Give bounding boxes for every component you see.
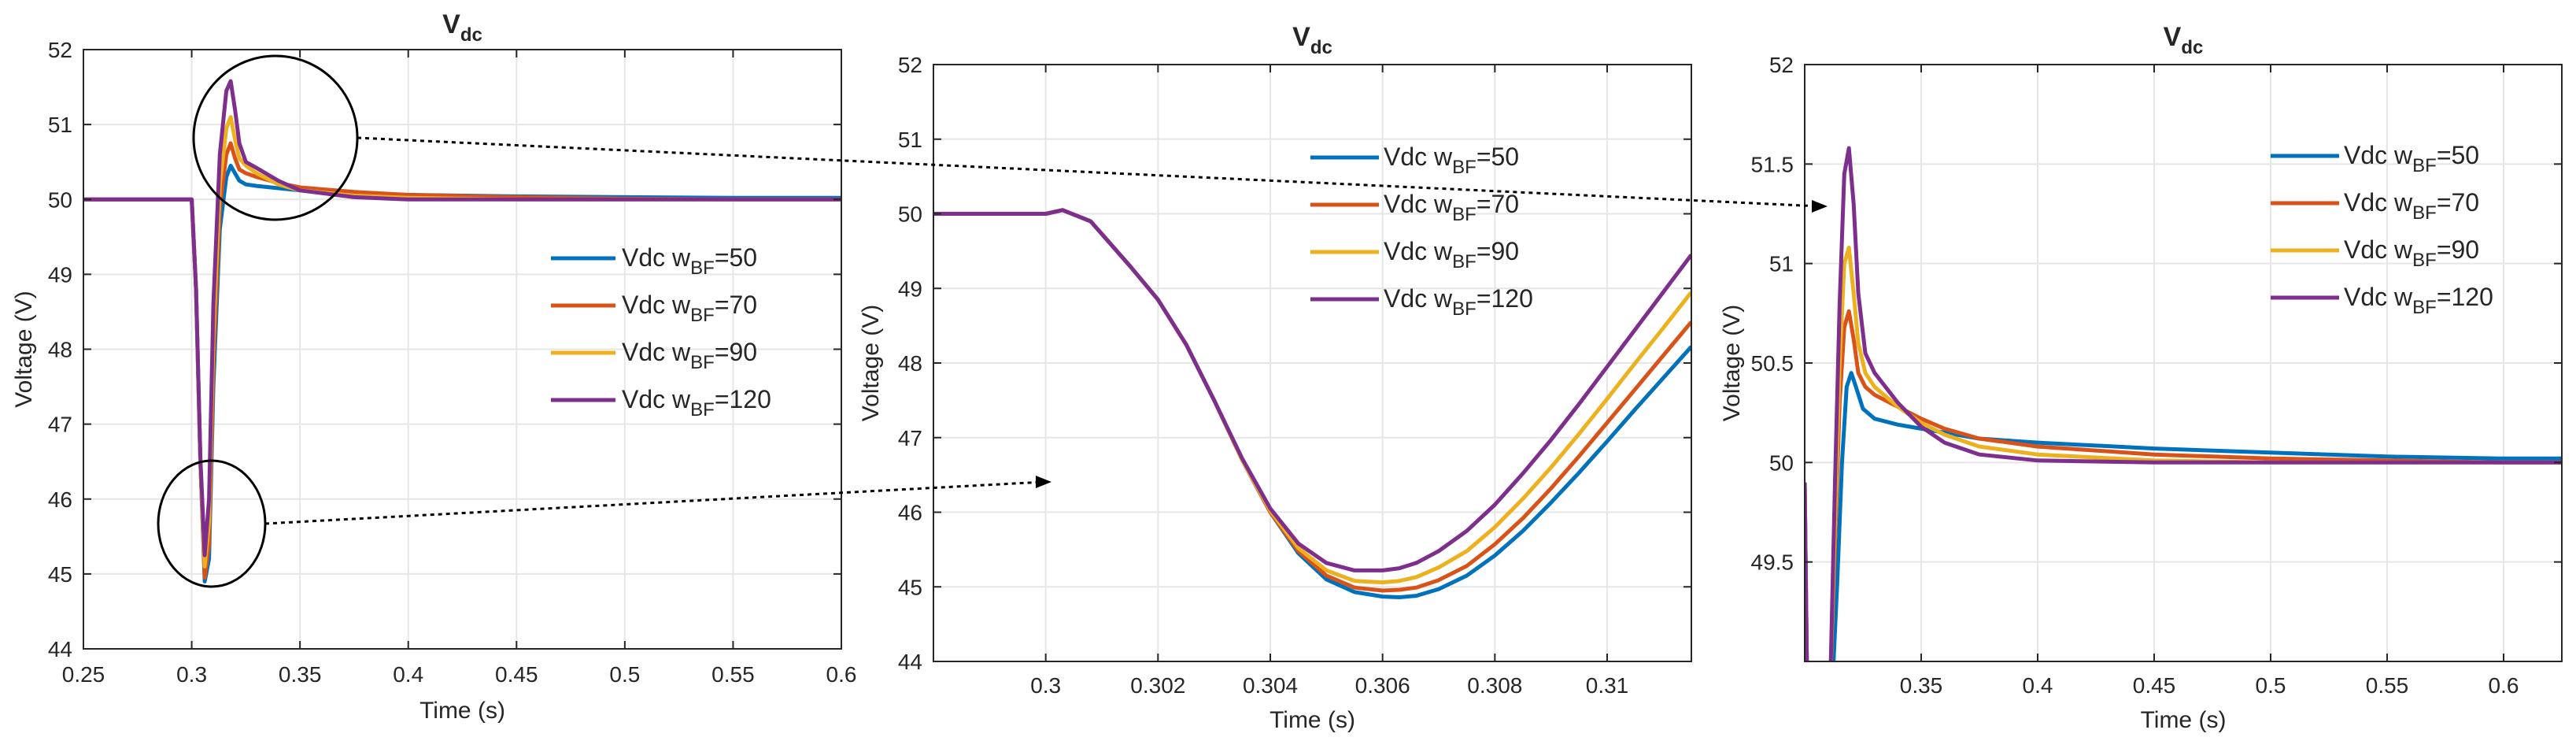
y-tick-label: 44: [48, 637, 72, 661]
x-tick-label: 0.55: [711, 662, 755, 687]
y-tick-label: 52: [48, 38, 72, 62]
legend: Vdc wBF=50 Vdc wBF=70 Vdc wBF=90 Vdc wBF=12…: [1310, 143, 1533, 320]
chart-panel-1: 0.25 0.3 0.35 0.4 0.45 0.5 0.55 0.6 44 45 46 47 48 49…: [11, 9, 856, 724]
x-tick-label: 0.304: [1243, 673, 1298, 698]
legend-entry: Vdc wBF=70: [622, 291, 757, 326]
x-axis-label: Time (s): [2141, 707, 2227, 733]
x-tick-label: 0.5: [609, 662, 640, 687]
y-tick-label: 52: [898, 53, 922, 77]
series-line-wbf-120: [1805, 146, 2562, 661]
y-tick-label: 52: [1769, 53, 1794, 77]
y-tick-label: 49: [898, 276, 922, 301]
chart-panel-2: 0.3 0.302 0.304 0.306 0.308 0.31 44 45 46 47 48 49 5…: [858, 22, 1692, 733]
series-group: [933, 208, 1691, 599]
y-axis-label: Voltage (V): [11, 291, 37, 407]
legend: Vdc wBF=50 Vdc wBF=70 Vdc wBF=90 Vdc wBF=12…: [551, 243, 771, 420]
x-tick-label: 0.5: [2256, 673, 2286, 698]
legend-entry: Vdc wBF=120: [1384, 284, 1533, 320]
x-tick-label: 0.4: [2023, 673, 2053, 698]
legend-entry: Vdc wBF=70: [1384, 190, 1519, 225]
x-tick-label: 0.45: [2133, 673, 2176, 698]
series-line-wbf-120: [933, 208, 1691, 572]
y-tick-label: 50: [48, 187, 72, 212]
legend-entry: Vdc wBF=50: [2344, 141, 2479, 176]
series-line-wbf-50: [1805, 371, 2562, 661]
x-tick-label: 0.302: [1130, 673, 1185, 698]
y-tick-label: 49: [48, 262, 72, 287]
zoom-arrow-peak: [357, 136, 1820, 208]
y-tick-label: 51: [898, 128, 922, 152]
legend: Vdc wBF=50 Vdc wBF=70 Vdc wBF=90 Vdc wBF=12…: [2271, 141, 2493, 318]
y-tick-label: 50.5: [1751, 351, 1794, 376]
legend-entry: Vdc wBF=90: [1384, 237, 1519, 272]
chart-panel-3: 0.35 0.4 0.45 0.5 0.55 0.6 49.5 50 50.5 51 51.5 52 V…: [1719, 22, 2563, 733]
chart-title: Vdc: [442, 9, 482, 46]
y-tick-label: 51: [1769, 252, 1794, 276]
x-tick-label: 0.6: [2489, 673, 2519, 698]
y-tick-label: 51.5: [1751, 152, 1794, 176]
series-line-wbf-120: [83, 79, 841, 558]
series-group: [1805, 146, 2562, 661]
zoom-arrow-trough-head: [1036, 476, 1051, 488]
legend-entry: Vdc wBF=120: [2344, 283, 2493, 318]
legend-entry: Vdc wBF=50: [1384, 143, 1519, 178]
y-tick-label: 45: [48, 562, 72, 587]
zoom-arrow-peak-head: [1812, 200, 1828, 213]
legend-entry: Vdc wBF=90: [622, 338, 757, 373]
y-tick-label: 50: [1769, 450, 1794, 475]
series-group: [83, 79, 841, 583]
zoom-annotations: [157, 54, 1828, 588]
chart-title: Vdc: [1292, 22, 1332, 58]
x-tick-label: 0.306: [1355, 673, 1410, 698]
x-axis-label: Time (s): [1270, 707, 1355, 733]
x-tick-label: 0.4: [393, 662, 423, 687]
legend-entry: Vdc wBF=70: [2344, 188, 2479, 224]
y-axis-label: Voltage (V): [858, 305, 884, 421]
y-tick-label: 51: [48, 113, 72, 137]
x-tick-label: 0.6: [826, 662, 857, 687]
legend-entry: Vdc wBF=50: [622, 243, 757, 279]
y-tick-label: 48: [48, 338, 72, 362]
x-axis-label: Time (s): [419, 698, 505, 724]
legend-entry: Vdc wBF=120: [622, 385, 771, 420]
x-tick-label: 0.35: [1900, 673, 1943, 698]
y-tick-label: 44: [898, 650, 922, 674]
y-tick-label: 46: [898, 501, 922, 525]
y-tick-label: 47: [48, 413, 72, 437]
y-tick-label: 49.5: [1751, 550, 1794, 575]
y-tick-label: 46: [48, 487, 72, 512]
x-tick-label: 0.25: [62, 662, 105, 687]
y-tick-label: 45: [898, 575, 922, 599]
y-axis-label: Voltage (V): [1719, 305, 1745, 421]
y-tick-label: 48: [898, 351, 922, 376]
x-tick-label: 0.35: [279, 662, 322, 687]
x-tick-label: 0.3: [1030, 673, 1061, 698]
x-tick-label: 0.45: [495, 662, 538, 687]
x-tick-label: 0.55: [2366, 673, 2409, 698]
chart-title: Vdc: [2164, 22, 2204, 58]
y-tick-label: 50: [898, 202, 922, 227]
x-tick-label: 0.3: [176, 662, 207, 687]
y-tick-label: 47: [898, 426, 922, 450]
x-tick-label: 0.308: [1467, 673, 1522, 698]
x-tick-label: 0.31: [1586, 673, 1629, 698]
legend-entry: Vdc wBF=90: [2344, 235, 2479, 271]
